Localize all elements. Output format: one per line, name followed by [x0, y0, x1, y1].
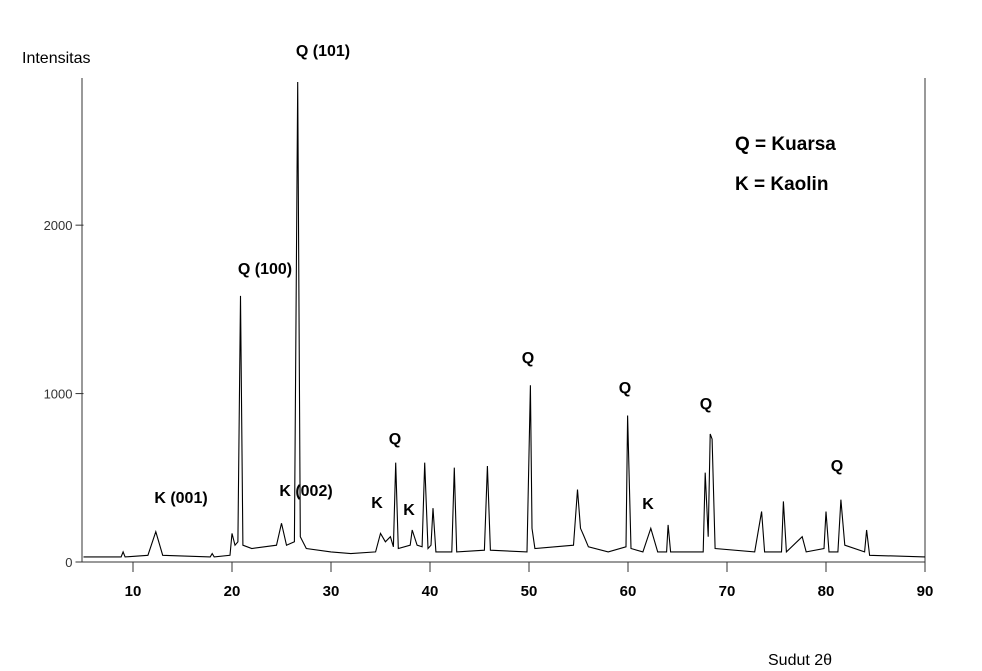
peak-annotation: K: [642, 496, 654, 513]
peak-annotation: Q (101): [296, 43, 350, 60]
peak-annotation: Q: [389, 431, 401, 448]
x-tick-label: 50: [521, 583, 538, 600]
x-tick-label: 20: [224, 583, 241, 600]
y-tick-label: 1000: [44, 387, 73, 402]
peak-annotation: Q (100): [238, 261, 292, 278]
peak-annotation: K (002): [279, 483, 332, 500]
y-tick-label: 2000: [44, 218, 73, 233]
peak-annotation: K (001): [154, 490, 207, 507]
x-tick-label: 90: [917, 583, 934, 600]
legend-line: Q = Kuarsa: [735, 134, 836, 155]
x-tick-label: 80: [818, 583, 835, 600]
x-tick-label: 70: [719, 583, 736, 600]
peak-annotation: Q: [522, 350, 534, 367]
y-tick-label: 0: [65, 555, 72, 570]
peak-annotation: Q: [700, 396, 712, 413]
peak-annotation: K: [371, 495, 383, 512]
xrd-line: [83, 81, 926, 558]
x-axis-label: Sudut 2θ: [768, 652, 832, 669]
legend-line: K = Kaolin: [735, 174, 828, 195]
x-tick-label: 40: [422, 583, 439, 600]
x-tick-label: 30: [323, 583, 340, 600]
x-tick-label: 60: [620, 583, 637, 600]
peak-annotation: K: [403, 502, 415, 519]
y-axis-label: Intensitas: [22, 50, 90, 67]
x-tick-label: 10: [125, 583, 142, 600]
peak-annotation: Q: [619, 380, 631, 397]
peak-annotation: Q: [831, 458, 843, 475]
